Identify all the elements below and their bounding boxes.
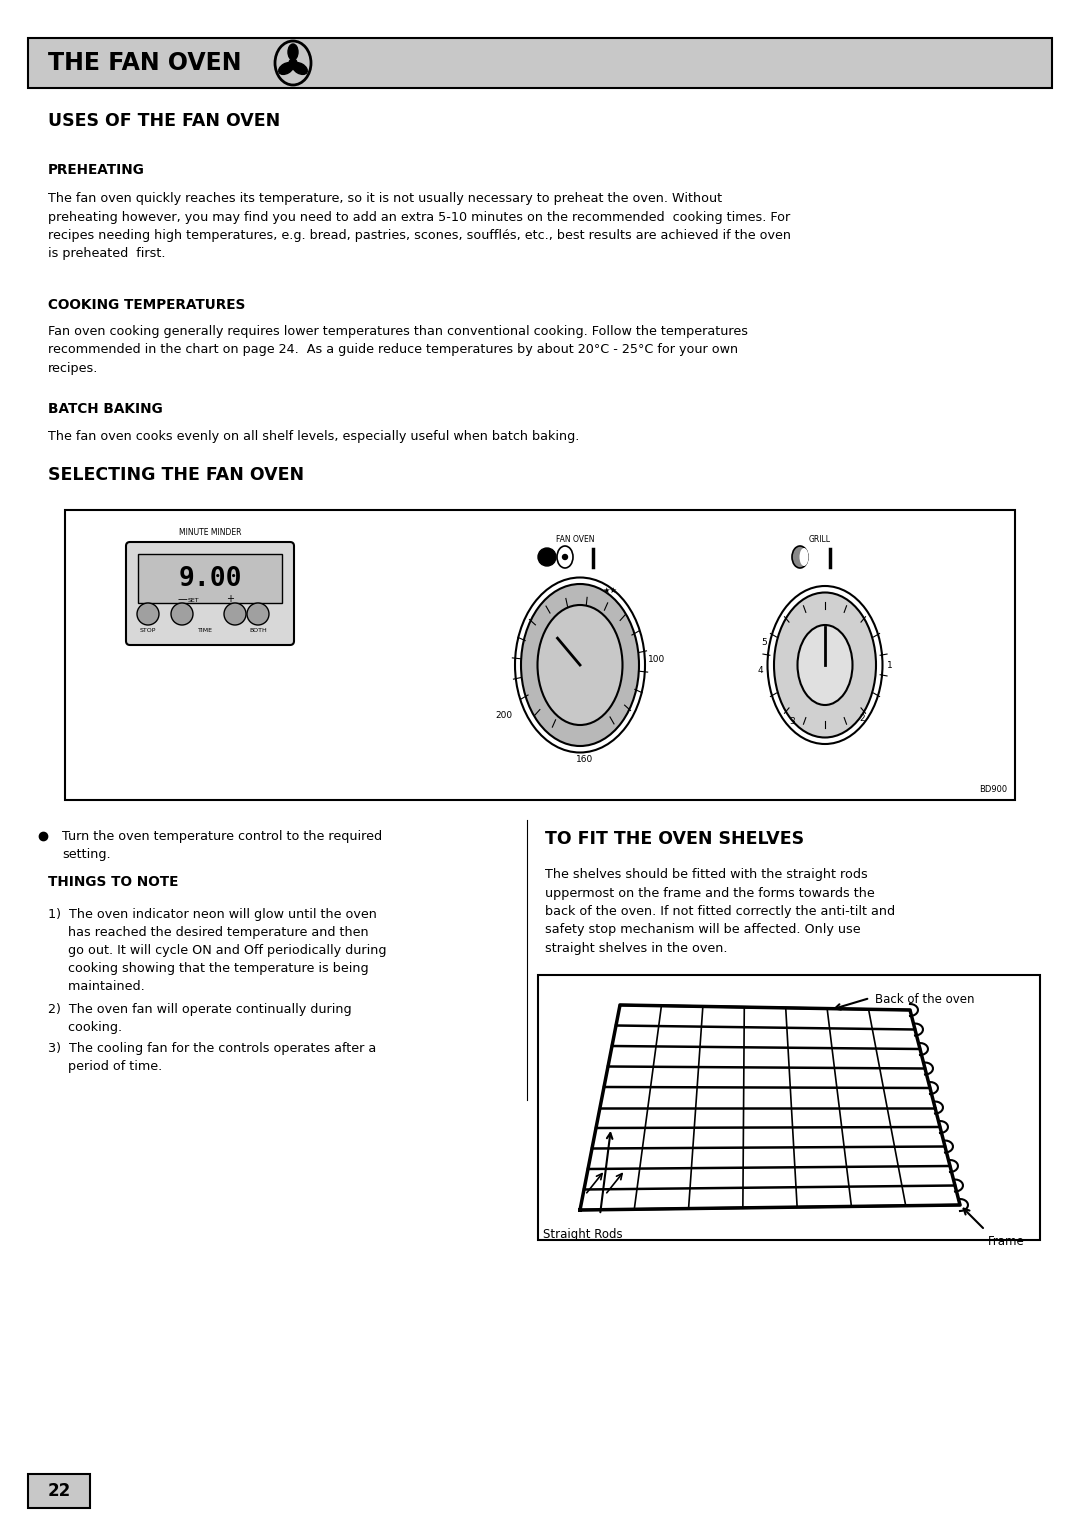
Text: COOKING TEMPERATURES: COOKING TEMPERATURES [48,298,245,312]
Text: THINGS TO NOTE: THINGS TO NOTE [48,876,178,889]
Text: 3)  The cooling fan for the controls operates after a
     period of time.: 3) The cooling fan for the controls oper… [48,1042,376,1073]
Text: GRILL: GRILL [809,535,831,544]
Text: Fan oven cooking generally requires lower temperatures than conventional cooking: Fan oven cooking generally requires lowe… [48,325,748,374]
Text: PREHEATING: PREHEATING [48,163,145,177]
Ellipse shape [792,545,808,568]
Text: The shelves should be fitted with the straight rods
uppermost on the frame and t: The shelves should be fitted with the st… [545,868,895,955]
FancyBboxPatch shape [538,975,1040,1241]
Ellipse shape [768,587,882,744]
Text: 9.00: 9.00 [178,565,242,591]
Circle shape [171,604,193,625]
Circle shape [224,604,246,625]
Text: 200: 200 [495,711,512,720]
Text: TO FIT THE OVEN SHELVES: TO FIT THE OVEN SHELVES [545,830,805,848]
Text: STOP: STOP [139,628,157,633]
Ellipse shape [557,545,573,568]
Text: FAN OVEN: FAN OVEN [556,535,594,544]
Text: 5: 5 [761,639,767,648]
FancyBboxPatch shape [138,555,282,604]
Text: The fan oven quickly reaches its temperature, so it is not usually necessary to : The fan oven quickly reaches its tempera… [48,193,791,260]
Text: 2)  The oven fan will operate continually during
     cooking.: 2) The oven fan will operate continually… [48,1002,352,1034]
Ellipse shape [774,593,876,738]
Circle shape [538,549,556,565]
Text: USES OF THE FAN OVEN: USES OF THE FAN OVEN [48,112,280,130]
Text: 22: 22 [48,1482,70,1500]
Text: Frame: Frame [988,1235,1025,1248]
Text: SELECTING THE FAN OVEN: SELECTING THE FAN OVEN [48,466,305,484]
Text: SET: SET [187,597,199,604]
Ellipse shape [279,63,294,75]
Circle shape [289,60,297,67]
Text: The fan oven cooks evenly on all shelf levels, especially useful when batch baki: The fan oven cooks evenly on all shelf l… [48,429,579,443]
FancyBboxPatch shape [28,1475,90,1508]
Text: 2: 2 [860,714,865,723]
Ellipse shape [797,625,852,704]
Circle shape [137,604,159,625]
Text: 100: 100 [648,656,665,665]
FancyBboxPatch shape [28,38,1052,89]
Text: 4: 4 [757,666,764,675]
Ellipse shape [515,578,645,752]
Text: TIME: TIME [198,628,213,633]
Ellipse shape [521,584,639,746]
Circle shape [247,604,269,625]
FancyBboxPatch shape [126,542,294,645]
Ellipse shape [275,41,311,86]
Circle shape [563,555,567,559]
Text: 1)  The oven indicator neon will glow until the oven
     has reached the desire: 1) The oven indicator neon will glow unt… [48,908,387,993]
Text: +: + [226,594,234,604]
Ellipse shape [799,549,809,565]
Text: BD900: BD900 [978,785,1007,795]
Text: Turn the oven temperature control to the required
setting.: Turn the oven temperature control to the… [62,830,382,860]
Text: —: — [177,594,187,604]
Ellipse shape [288,44,298,60]
Text: MINUTE MINDER: MINUTE MINDER [179,529,241,536]
Text: BOTH: BOTH [249,628,267,633]
Text: 3: 3 [789,717,795,726]
Ellipse shape [293,63,308,75]
FancyBboxPatch shape [65,510,1015,801]
Text: BATCH BAKING: BATCH BAKING [48,402,163,416]
Text: 1: 1 [887,660,893,669]
Text: 160: 160 [577,755,594,764]
Text: Back of the oven: Back of the oven [875,993,974,1005]
Text: THE FAN OVEN: THE FAN OVEN [48,50,242,75]
Ellipse shape [538,605,622,724]
Text: Straight Rods: Straight Rods [543,1229,623,1241]
Text: ★★: ★★ [603,587,618,594]
